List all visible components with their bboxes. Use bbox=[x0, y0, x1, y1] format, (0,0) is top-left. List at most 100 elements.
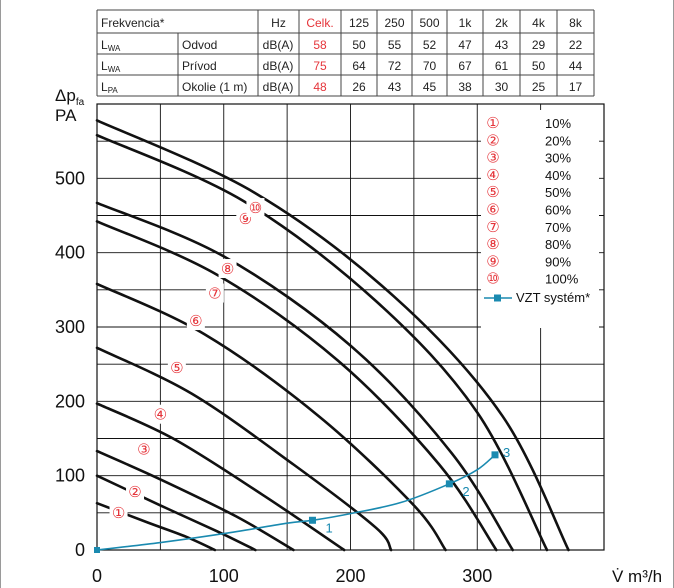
curve-marker: ② bbox=[128, 483, 141, 501]
curve-marker-bg bbox=[151, 404, 170, 424]
system-curve: 1 2 3 bbox=[94, 445, 510, 553]
table-cell: 70 bbox=[423, 59, 437, 73]
system-curve-line bbox=[96, 454, 496, 551]
noise-table: Frekvencia* Hz Celk. 125 250 500 1k 2k 4k 8k LWA Od… bbox=[96, 9, 595, 97]
table-cell: 45 bbox=[423, 80, 437, 94]
legend-entry: 10% bbox=[545, 116, 571, 131]
y-tick-label: 500 bbox=[55, 168, 85, 188]
table-row-total: 48 bbox=[313, 80, 327, 94]
x-axis-label: V̇ m³/h bbox=[612, 567, 662, 586]
table-cell: 47 bbox=[458, 38, 472, 52]
fan-curve-100pct bbox=[95, 119, 570, 552]
legend-entry: 50% bbox=[545, 185, 571, 200]
y-tick-label: 200 bbox=[55, 391, 85, 411]
legend-entry: 40% bbox=[545, 168, 571, 183]
x-tick-label: 300 bbox=[462, 566, 492, 586]
curve-marker: ⑩ bbox=[249, 199, 262, 217]
table-row-label: LPA bbox=[101, 80, 118, 95]
legend-entry: 100% bbox=[545, 272, 579, 287]
fan-curve-40pct bbox=[95, 402, 346, 552]
table-header-cell: Frekvencia* bbox=[101, 16, 165, 30]
legend-marker: ⑥ bbox=[486, 201, 499, 219]
table-header-cell: 8k bbox=[569, 16, 583, 30]
curve-marker: ⑤ bbox=[170, 359, 183, 377]
fan-curve-90pct bbox=[95, 133, 549, 552]
fan-curve-80pct bbox=[95, 201, 514, 552]
fan-curve-50pct bbox=[95, 346, 393, 552]
legend-background bbox=[481, 110, 599, 328]
curve-marker-bg bbox=[126, 482, 145, 502]
curve-marker-bg bbox=[218, 259, 237, 279]
legend-marker: ④ bbox=[486, 166, 499, 184]
curve-marker-bg bbox=[109, 502, 128, 522]
table-cell: 25 bbox=[532, 80, 546, 94]
chart-legend: ① 10% ② 20% ③ 30% ④ 40% ⑤ 50% ⑥ 60% ⑦ 70% ⑧ 80% ⑨ 90% ⑩ 100… bbox=[481, 110, 599, 328]
curve-marker-bg bbox=[205, 283, 224, 303]
y-tick-label: 400 bbox=[55, 243, 85, 263]
legend-marker: ① bbox=[486, 114, 499, 132]
system-origin-point bbox=[94, 547, 100, 553]
legend-entry: 90% bbox=[545, 254, 571, 269]
table-cell: 26 bbox=[352, 80, 366, 94]
curve-marker: ⑦ bbox=[208, 285, 221, 303]
curve-marker: ③ bbox=[137, 441, 150, 459]
curve-marker-bg bbox=[134, 439, 153, 459]
table-cell: 72 bbox=[388, 59, 402, 73]
table-row-total: 58 bbox=[313, 38, 327, 52]
table-header-cell: 1k bbox=[459, 16, 473, 30]
table-header-cell: Hz bbox=[271, 16, 286, 30]
y-tick-label: 300 bbox=[55, 317, 85, 337]
table-header-cell: Celk. bbox=[306, 16, 333, 30]
table-cell: 43 bbox=[388, 80, 402, 94]
table-row-unit: dB(A) bbox=[263, 38, 294, 52]
legend-entry: 30% bbox=[545, 151, 571, 166]
legend-entry: 80% bbox=[545, 237, 571, 252]
legend-marker: ⑨ bbox=[486, 252, 499, 270]
operating-point bbox=[445, 480, 453, 488]
legend-marker: ⑤ bbox=[486, 183, 499, 201]
legend-system-marker bbox=[494, 294, 501, 302]
legend-entry-system: VZT systém* bbox=[516, 290, 590, 305]
curve-marker-bg bbox=[186, 311, 205, 331]
table-header-cell: 500 bbox=[419, 16, 439, 30]
table-cell: 30 bbox=[495, 80, 509, 94]
table-cell: 61 bbox=[495, 59, 509, 73]
table-cell: 67 bbox=[458, 59, 472, 73]
table-cell: 55 bbox=[388, 38, 402, 52]
operating-point bbox=[491, 451, 499, 459]
fan-curve-20pct bbox=[95, 474, 257, 552]
legend-marker: ② bbox=[486, 131, 499, 149]
table-header-cell: 4k bbox=[532, 16, 546, 30]
curve-marker: ⑧ bbox=[221, 260, 234, 278]
table-row-name: Prívod bbox=[182, 59, 217, 73]
fan-curve-70pct bbox=[95, 220, 498, 552]
table-cell: 43 bbox=[495, 38, 509, 52]
curve-marker: ① bbox=[112, 504, 125, 522]
table-row-unit: dB(A) bbox=[263, 80, 294, 94]
table-cell: 64 bbox=[352, 59, 366, 73]
fan-curve-30pct bbox=[95, 449, 295, 552]
table-row-label: LWA bbox=[101, 38, 121, 53]
operating-point bbox=[308, 516, 316, 524]
table-cell: 44 bbox=[569, 59, 583, 73]
table-cell: 22 bbox=[569, 38, 583, 52]
x-tick-label: 100 bbox=[209, 566, 239, 586]
table-row-unit: dB(A) bbox=[263, 59, 294, 73]
table-row-total: 75 bbox=[313, 59, 327, 73]
fan-curve-60pct bbox=[95, 282, 447, 552]
operating-point-label: 1 bbox=[325, 520, 332, 535]
legend-marker: ⑧ bbox=[486, 235, 499, 253]
legend-entry: 70% bbox=[545, 220, 571, 235]
table-cell: 52 bbox=[423, 38, 437, 52]
y-tick-label: 0 bbox=[75, 540, 85, 560]
curve-marker: ④ bbox=[154, 406, 167, 424]
curve-marker-bg bbox=[246, 198, 265, 218]
table-row-name: Odvod bbox=[182, 38, 217, 52]
table-row-label: LWA bbox=[101, 59, 121, 74]
table-cell: 38 bbox=[458, 80, 472, 94]
legend-entry: 20% bbox=[545, 133, 571, 148]
legend-marker: ③ bbox=[486, 149, 499, 167]
table-cell: 17 bbox=[569, 80, 583, 94]
